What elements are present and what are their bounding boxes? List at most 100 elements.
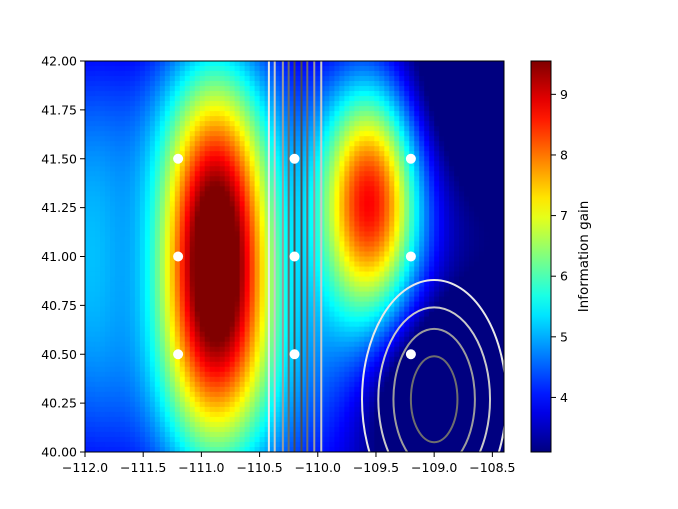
heatmap-cell <box>459 226 465 233</box>
heatmap-cell <box>264 306 271 313</box>
heatmap-cell <box>414 186 420 192</box>
heatmap-cell <box>369 261 375 268</box>
heatmap-cell <box>484 326 490 333</box>
heatmap-cell <box>324 336 331 343</box>
heatmap-cell <box>114 336 121 343</box>
heatmap-cell <box>374 301 380 308</box>
heatmap-cell <box>284 76 291 82</box>
heatmap-cell <box>169 271 176 278</box>
heatmap-cell <box>404 106 410 112</box>
heatmap-cell <box>184 161 191 167</box>
heatmap-cell <box>284 171 291 177</box>
heatmap-cell <box>129 236 136 243</box>
heatmap-cell <box>389 171 395 177</box>
heatmap-cell <box>99 306 106 313</box>
heatmap-cell <box>209 316 216 323</box>
heatmap-cell <box>384 281 390 288</box>
heatmap-cell <box>219 251 226 258</box>
heatmap-cell <box>289 311 296 318</box>
heatmap-cell <box>454 306 460 313</box>
heatmap-cell <box>269 351 276 358</box>
heatmap-cell <box>314 221 321 228</box>
heatmap-cell <box>194 296 201 303</box>
heatmap-cell <box>224 231 231 238</box>
heatmap-cell <box>439 106 445 112</box>
heatmap-cell <box>199 336 206 343</box>
heatmap-cell <box>374 226 380 233</box>
heatmap-cell <box>449 61 455 67</box>
heatmap-cell <box>389 311 395 318</box>
heatmap-cell <box>89 331 96 338</box>
heatmap-cell <box>469 121 475 127</box>
heatmap-cell <box>409 91 415 97</box>
heatmap-cell <box>154 341 161 348</box>
heatmap-cell <box>94 141 101 147</box>
heatmap-cell <box>459 276 465 283</box>
heatmap-cell <box>364 346 370 353</box>
heatmap-cell <box>459 271 465 278</box>
heatmap-cell <box>499 146 504 152</box>
heatmap-cell <box>484 181 490 187</box>
heatmap-cell <box>104 206 111 212</box>
heatmap-cell <box>434 101 440 107</box>
heatmap-cell <box>269 181 276 187</box>
heatmap-cell <box>464 146 470 152</box>
heatmap-cell <box>359 301 365 308</box>
heatmap-cell <box>294 86 301 92</box>
heatmap-cell <box>374 266 380 273</box>
heatmap-cell <box>444 336 450 343</box>
heatmap-cell <box>399 156 405 162</box>
heatmap-cell <box>379 181 385 187</box>
heatmap-cell <box>409 196 415 202</box>
heatmap-cell <box>429 111 435 117</box>
heatmap-cell <box>219 246 226 253</box>
heatmap-cell <box>399 116 405 122</box>
heatmap-cell <box>369 91 375 97</box>
heatmap-cell <box>419 256 425 263</box>
heatmap-cell <box>369 131 375 137</box>
heatmap-cell <box>359 71 365 77</box>
heatmap-cell <box>264 276 271 283</box>
heatmap-cell <box>389 81 395 87</box>
heatmap-cell <box>104 336 111 343</box>
heatmap-cell <box>219 236 226 243</box>
heatmap-cell <box>419 276 425 283</box>
heatmap-cell <box>434 351 440 358</box>
heatmap-cell <box>454 236 460 243</box>
heatmap-cell <box>399 191 405 197</box>
heatmap-cell <box>314 151 321 157</box>
heatmap-cell <box>144 196 151 202</box>
heatmap-cell <box>434 166 440 172</box>
heatmap-cell <box>119 171 126 177</box>
heatmap-cell <box>139 331 146 338</box>
heatmap-cell <box>489 216 495 223</box>
heatmap-cell <box>204 91 211 97</box>
heatmap-cell <box>424 346 430 353</box>
heatmap-cell <box>129 96 136 102</box>
heatmap-cell <box>169 286 176 293</box>
heatmap-cell <box>184 156 191 162</box>
heatmap-cell <box>249 171 256 177</box>
heatmap-cell <box>179 291 186 298</box>
heatmap-cell <box>164 256 171 263</box>
heatmap-cell <box>464 246 470 253</box>
heatmap-cell <box>269 101 276 107</box>
heatmap-cell <box>99 246 106 253</box>
heatmap-cell <box>164 231 171 238</box>
heatmap-cell <box>414 126 420 132</box>
heatmap-cell <box>459 81 465 87</box>
heatmap-cell <box>154 61 161 67</box>
heatmap-cell <box>224 166 231 172</box>
heatmap-cell <box>439 286 445 293</box>
heatmap-cell <box>334 306 340 313</box>
heatmap-cell <box>124 246 131 253</box>
heatmap-cell <box>394 226 400 233</box>
heatmap-cell <box>484 321 490 328</box>
heatmap-cell <box>119 336 126 343</box>
heatmap-cell <box>224 141 231 147</box>
heatmap-cell <box>199 276 206 283</box>
heatmap-cell <box>459 166 465 172</box>
heatmap-cell <box>89 171 96 177</box>
heatmap-cell <box>159 131 166 137</box>
heatmap-cell <box>339 311 345 318</box>
